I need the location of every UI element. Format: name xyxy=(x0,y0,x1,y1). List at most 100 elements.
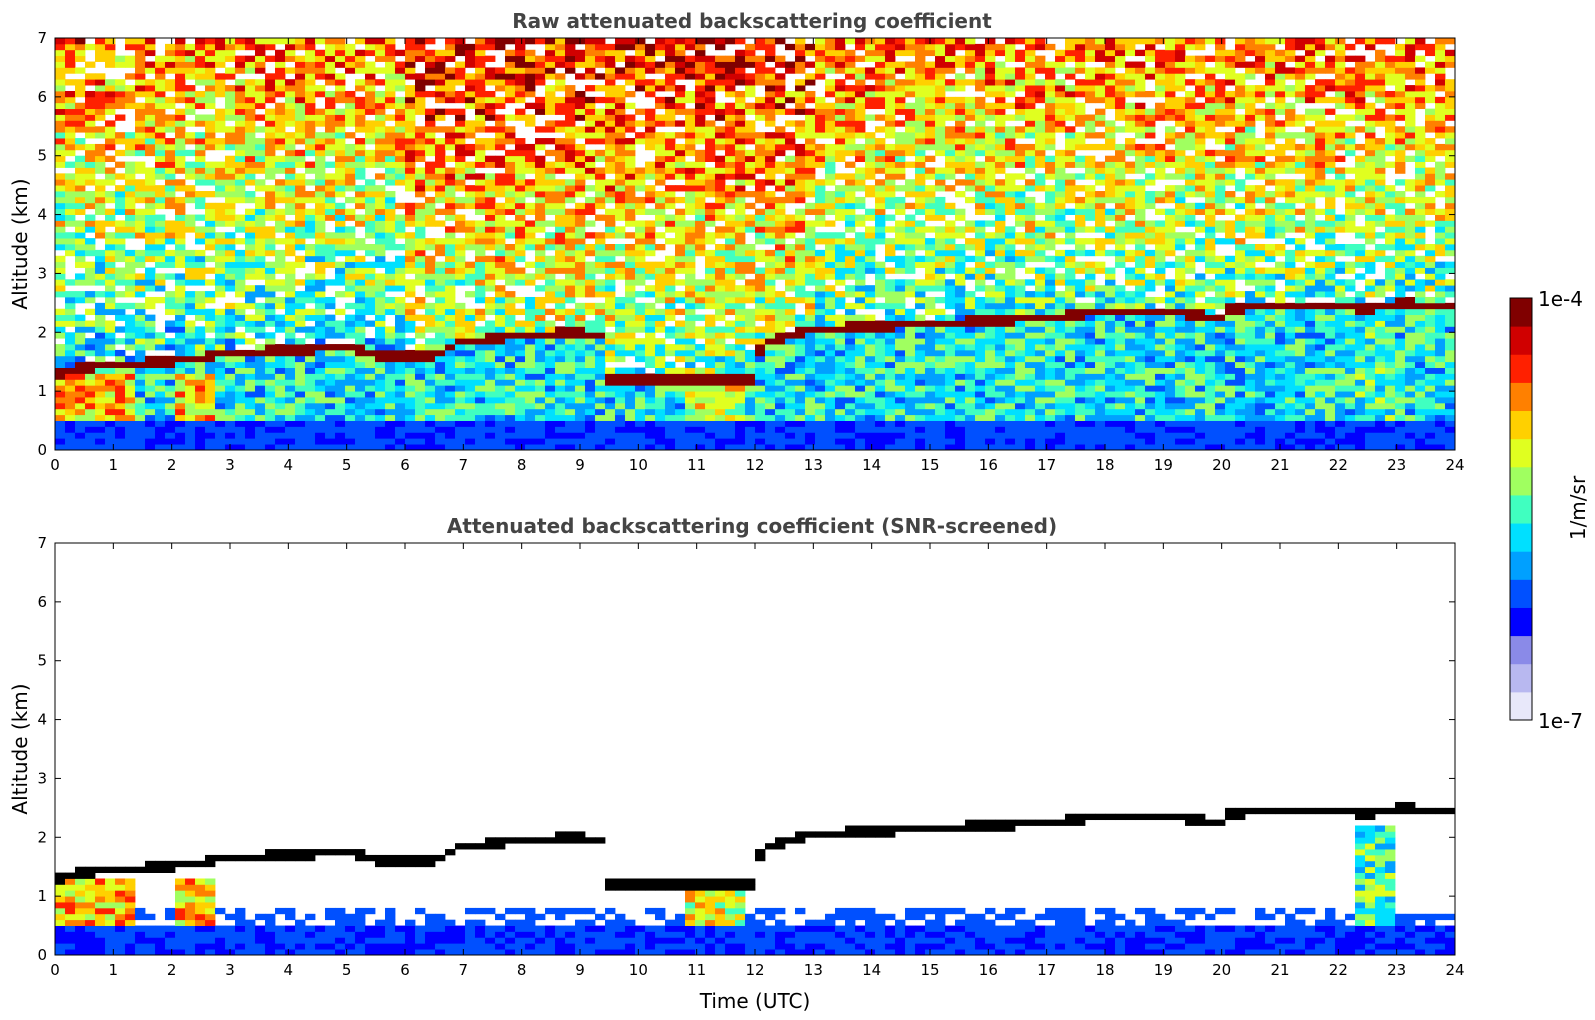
heatmap-cell xyxy=(355,349,366,357)
heatmap-cell xyxy=(65,108,76,115)
heatmap-cell xyxy=(235,320,246,327)
heatmap-cell xyxy=(415,373,426,380)
heatmap-cell xyxy=(795,126,806,133)
heatmap-cell xyxy=(295,408,306,416)
heatmap-cell xyxy=(645,402,656,410)
heatmap-cell xyxy=(105,79,116,86)
heatmap-cell xyxy=(865,149,876,157)
heatmap-cell xyxy=(875,402,886,410)
heatmap-cell xyxy=(565,408,576,416)
heatmap-cell xyxy=(135,261,146,268)
heatmap-cell xyxy=(655,314,666,321)
heatmap-cell xyxy=(255,185,266,192)
heatmap-cell xyxy=(725,408,736,416)
heatmap-cell xyxy=(385,196,396,204)
heatmap-cell xyxy=(545,332,556,339)
heatmap-cell xyxy=(795,155,806,162)
heatmap-cell xyxy=(635,220,646,227)
heatmap-cell xyxy=(685,161,696,168)
heatmap-cell xyxy=(865,232,876,239)
top-panel-title: Raw attenuated backscattering coefficien… xyxy=(512,9,992,33)
heatmap-cell xyxy=(305,361,316,368)
heatmap-cell xyxy=(95,432,106,439)
heatmap-cell xyxy=(335,108,346,115)
heatmap-cell xyxy=(785,226,796,233)
heatmap-cell xyxy=(175,308,186,316)
heatmap-cell xyxy=(415,326,426,333)
heatmap-cell xyxy=(135,308,146,316)
heatmap-cell xyxy=(765,220,776,227)
heatmap-cell xyxy=(635,402,646,410)
heatmap-cell xyxy=(175,214,186,221)
heatmap-cell xyxy=(65,79,76,86)
heatmap-cell xyxy=(715,155,726,162)
heatmap-cell xyxy=(815,291,826,298)
heatmap-cell xyxy=(335,326,346,333)
heatmap-cell xyxy=(625,402,636,410)
heatmap-cell xyxy=(455,438,466,445)
heatmap-cell xyxy=(535,314,546,321)
heatmap-cell xyxy=(515,444,526,451)
heatmap-cell xyxy=(515,402,526,410)
heatmap-cell xyxy=(495,220,506,227)
heatmap-cell xyxy=(405,185,416,192)
heatmap-cell xyxy=(715,43,726,51)
heatmap-cell xyxy=(855,426,866,433)
heatmap-cell xyxy=(165,326,176,333)
heatmap-cell xyxy=(345,43,356,51)
heatmap-cell xyxy=(575,96,586,104)
heatmap-cell xyxy=(475,397,486,404)
heatmap-cell xyxy=(455,320,466,327)
heatmap-cell xyxy=(485,173,496,180)
heatmap-cell xyxy=(425,320,436,327)
heatmap-cell xyxy=(245,355,256,363)
heatmap-cell xyxy=(545,120,556,127)
heatmap-cell xyxy=(765,161,776,168)
heatmap-cell xyxy=(585,432,596,439)
heatmap-cell xyxy=(315,397,326,404)
heatmap-cell xyxy=(845,397,856,404)
heatmap-cell xyxy=(385,402,396,410)
heatmap-cell xyxy=(565,361,576,368)
heatmap-cell xyxy=(785,367,796,374)
heatmap-cell xyxy=(425,285,436,292)
heatmap-cell xyxy=(605,49,616,57)
heatmap-cell xyxy=(55,420,66,427)
heatmap-cell xyxy=(605,397,616,404)
heatmap-cell xyxy=(265,38,276,45)
heatmap-cell xyxy=(815,438,826,445)
heatmap-cell xyxy=(515,73,526,80)
heatmap-cell xyxy=(465,344,476,351)
heatmap-cell xyxy=(525,296,536,304)
heatmap-cell xyxy=(775,143,786,151)
heatmap-cell xyxy=(455,73,466,80)
heatmap-cell xyxy=(585,149,596,157)
heatmap-cell xyxy=(75,432,86,439)
heatmap-cell xyxy=(225,132,236,139)
heatmap-cell xyxy=(605,85,616,92)
heatmap-cell xyxy=(755,149,766,157)
heatmap-cell xyxy=(745,308,756,316)
heatmap-cell xyxy=(675,367,686,374)
heatmap-cell xyxy=(545,373,556,380)
heatmap-cell xyxy=(445,49,456,57)
heatmap-cell xyxy=(285,49,296,57)
heatmap-cell xyxy=(425,143,436,151)
heatmap-cell xyxy=(415,102,426,110)
heatmap-cell xyxy=(505,373,516,380)
heatmap-cell xyxy=(835,326,846,333)
heatmap-cell xyxy=(195,414,206,421)
heatmap-cell xyxy=(805,49,816,57)
heatmap-cell xyxy=(595,432,606,439)
heatmap-cell xyxy=(605,279,616,286)
heatmap-cell xyxy=(275,67,286,74)
heatmap-cell xyxy=(105,426,116,433)
heatmap-cell xyxy=(335,385,346,392)
heatmap-cell xyxy=(675,120,686,127)
heatmap-cell xyxy=(175,149,186,157)
heatmap-cell xyxy=(105,438,116,445)
heatmap-cell xyxy=(555,167,566,174)
heatmap-cell xyxy=(335,308,346,316)
heatmap-cell xyxy=(645,226,656,233)
heatmap-cell xyxy=(465,126,476,133)
